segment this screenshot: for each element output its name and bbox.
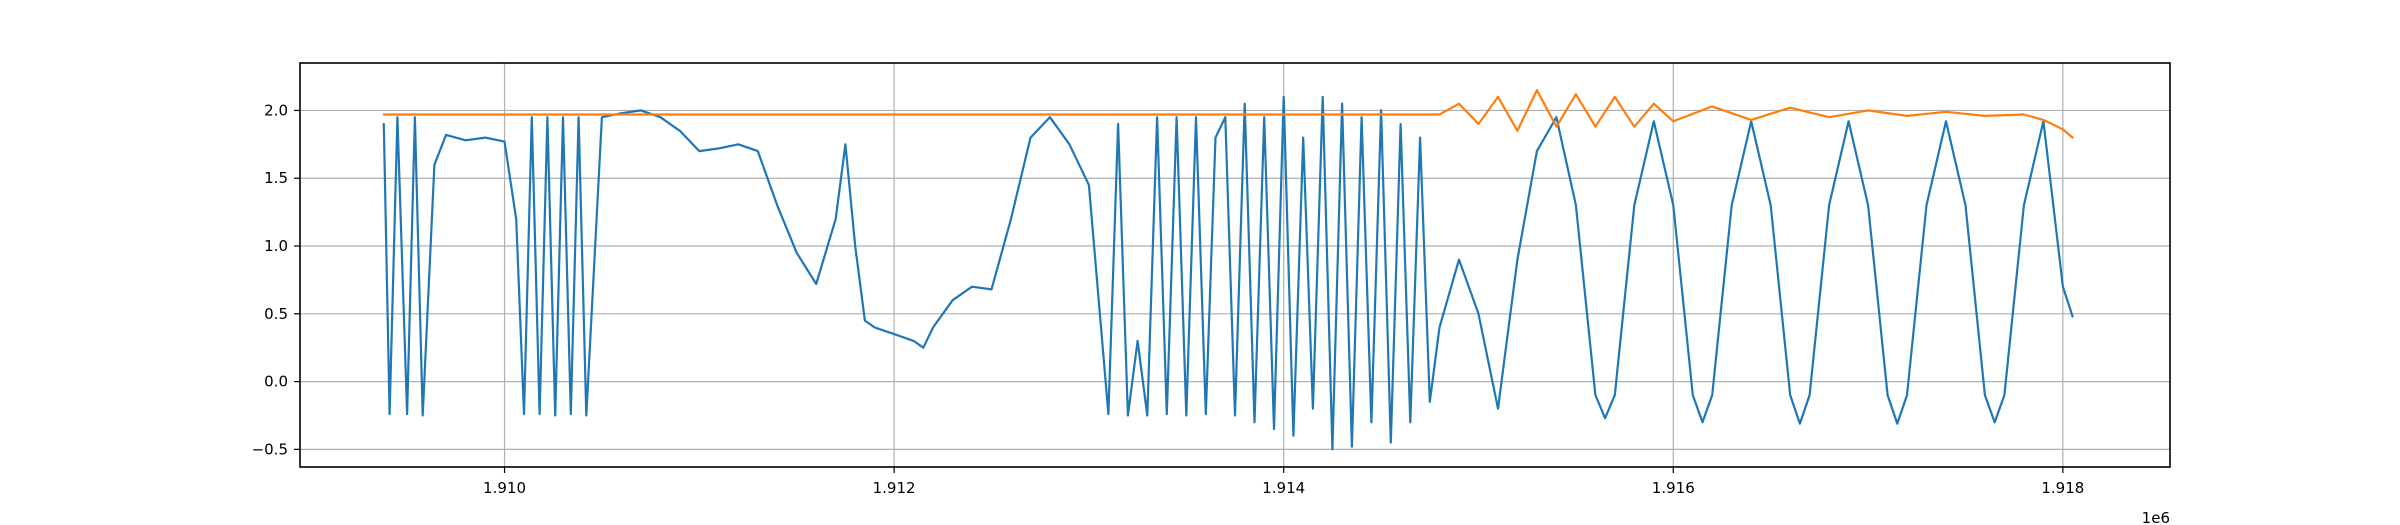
x-tick-label: 1.912 [873, 479, 916, 497]
y-tick-label: 0.5 [264, 305, 288, 323]
axes-frame [299, 62, 2171, 468]
y-tick-label: 1.5 [264, 169, 288, 187]
y-tick-label: −0.5 [252, 440, 288, 458]
x-tick-label: 1.914 [1262, 479, 1305, 497]
series-1-line [382, 95, 2074, 451]
x-tick-label: 1.910 [483, 479, 526, 497]
y-tick-label: 1.0 [264, 237, 288, 255]
y-tick-label: 2.0 [264, 101, 288, 119]
x-offset-label: 1e6 [2142, 509, 2170, 525]
y-tick-label: 0.0 [264, 373, 288, 391]
series-2-line [382, 88, 2074, 139]
ticks-layer: 1.910 1.912 1.914 1.916 1.918 −0.5 0.0 0.5 1.0 1.… [252, 101, 2085, 497]
x-tick-label: 1.918 [2041, 479, 2084, 497]
x-tick-label: 1.916 [1652, 479, 1695, 497]
series-layer [382, 88, 2074, 451]
